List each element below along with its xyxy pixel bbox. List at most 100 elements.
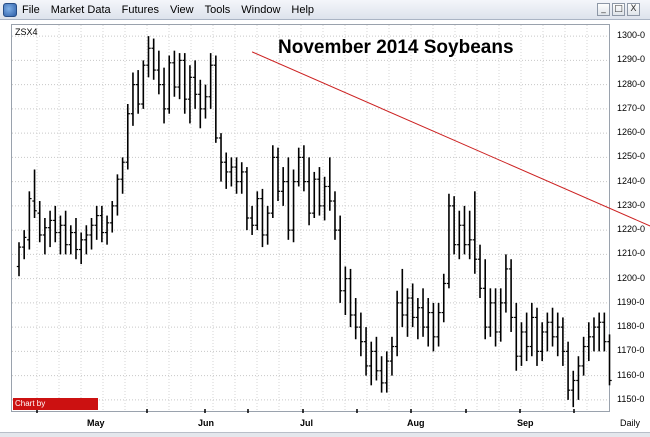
ohlc-bar (301, 145, 307, 192)
ohlc-bar (384, 351, 389, 393)
chart-plot-area[interactable] (11, 24, 610, 412)
ohlc-bar (280, 167, 286, 206)
ohlc-bars (16, 36, 612, 408)
ohlc-bar (37, 201, 42, 243)
y-axis-tick-label: 1150-0 (617, 393, 645, 404)
ohlc-bar (89, 218, 94, 250)
ohlc-bar (172, 50, 177, 97)
x-axis-tick-label: Aug (407, 418, 425, 428)
y-axis-tick-label: 1270-0 (617, 102, 646, 113)
ohlc-bar (457, 210, 462, 260)
ohlc-bar (317, 167, 322, 216)
y-axis-tick-label: 1200-0 (617, 272, 646, 283)
ohlc-bar (327, 157, 332, 211)
y-axis-tick-label: 1260-0 (617, 127, 646, 138)
ohlc-bar (591, 317, 597, 352)
watermark-badge[interactable]: Chart by PowerSignals.com (13, 398, 98, 420)
menu-market-data[interactable]: Market Data (50, 3, 111, 16)
ohlc-bar (151, 38, 156, 80)
ohlc-bar (332, 191, 338, 240)
x-axis-ticks (36, 409, 575, 413)
menu-help[interactable]: Help (291, 3, 315, 16)
ohlc-bar (213, 55, 219, 143)
ohlc-bar (198, 79, 203, 129)
ohlc-bar (363, 327, 369, 376)
ohlc-bar (420, 288, 426, 337)
interval-label[interactable]: Daily (620, 418, 641, 428)
ohlc-bar (446, 193, 452, 289)
menu-window[interactable]: Window (241, 3, 281, 16)
menu-bar: File Market Data Futures View Tools Wind… (0, 0, 650, 20)
ohlc-bar (161, 67, 167, 124)
trendline[interactable] (251, 51, 650, 276)
ohlc-bar (229, 157, 234, 187)
menu-futures[interactable]: Futures (121, 3, 159, 16)
ohlc-bar (27, 191, 32, 250)
ohlc-bar (249, 205, 255, 235)
chart-title: November 2014 Soybeans (278, 37, 514, 58)
menu-file[interactable]: File (22, 3, 40, 16)
ohlc-bar (58, 215, 63, 255)
close-button[interactable]: X (627, 3, 640, 16)
ohlc-bar (498, 288, 503, 342)
ohlc-bar (208, 53, 213, 109)
app-logo-icon (3, 2, 17, 17)
y-axis-tick-label: 1300-0 (617, 30, 646, 41)
y-axis-tick-label: 1220-0 (617, 224, 646, 235)
ohlc-bar (337, 215, 343, 303)
ohlc-bar (167, 55, 172, 114)
ohlc-bar (270, 145, 276, 218)
ohlc-bar (110, 201, 115, 233)
ohlc-bar (255, 191, 260, 231)
maximize-button[interactable]: □ (612, 3, 625, 16)
ohlc-bar (42, 218, 48, 255)
symbol-label: ZSX4 (15, 27, 38, 37)
ohlc-bar (426, 298, 431, 347)
ohlc-bar (275, 147, 281, 202)
ohlc-bar (84, 225, 89, 255)
ohlc-bar (503, 254, 509, 313)
ohlc-bar (581, 336, 586, 376)
ohlc-bar (291, 169, 296, 243)
ohlc-bar (436, 302, 441, 347)
ohlc-bar (104, 215, 110, 245)
ohlc-bar (571, 370, 576, 408)
y-axis-tick-label: 1160-0 (617, 369, 645, 380)
ohlc-bar (73, 218, 79, 260)
ohlc-bar (602, 312, 607, 352)
y-axis-tick-label: 1170-0 (617, 345, 645, 356)
ohlc-bar (477, 244, 483, 299)
ohlc-bar (32, 169, 37, 218)
ohlc-bar (400, 268, 405, 328)
ohlc-bar (560, 317, 566, 366)
minimize-button[interactable]: _ (597, 3, 610, 16)
ohlc-bar (306, 157, 312, 226)
ohlc-bar (343, 266, 348, 315)
ohlc-bar (394, 290, 400, 357)
ohlc-bar (99, 205, 105, 243)
x-axis-tick-label: Jul (300, 418, 314, 428)
ohlc-bar (586, 322, 591, 362)
ohlc-bar (431, 302, 436, 352)
x-axis-tick-label: Sep (517, 418, 534, 428)
ohlc-bar (415, 298, 421, 340)
ohlc-bar (519, 322, 524, 366)
ohlc-bar (16, 242, 22, 277)
ohlc-bar (322, 176, 327, 221)
ohlc-bar (312, 171, 317, 218)
ohlc-bar (130, 72, 136, 126)
y-axis-tick-label: 1290-0 (617, 54, 646, 65)
menu-tools[interactable]: Tools (204, 3, 231, 16)
ohlc-bar (374, 336, 379, 381)
menu-view[interactable]: View (169, 3, 194, 16)
ohlc-bar (493, 288, 498, 347)
ohlc-bar (410, 283, 415, 328)
y-axis-tick-label: 1280-0 (617, 78, 646, 89)
ohlc-bar (508, 259, 514, 332)
ohlc-bar (135, 70, 141, 114)
y-axis-tick-label: 1240-0 (617, 175, 646, 186)
ohlc-bar (115, 174, 120, 216)
ohlc-bar (187, 65, 193, 124)
ohlc-bar (451, 196, 457, 255)
